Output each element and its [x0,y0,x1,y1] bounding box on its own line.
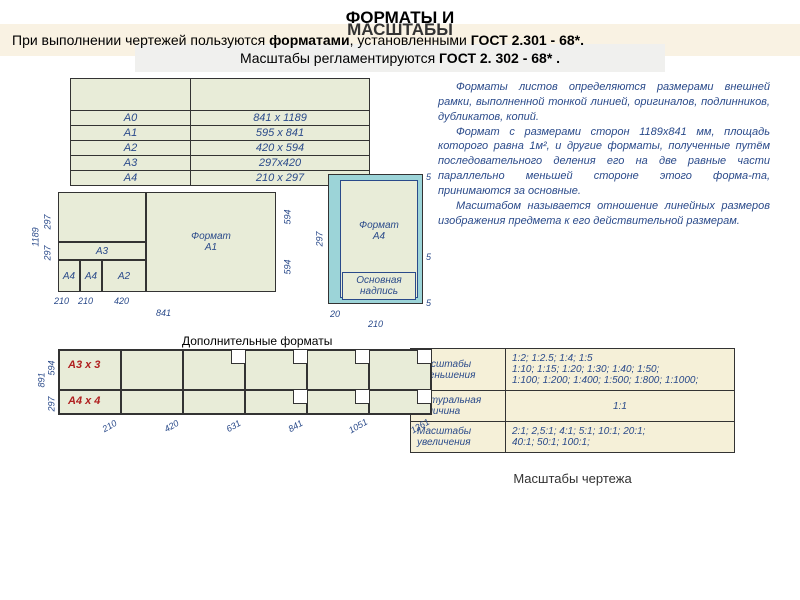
cell [71,79,191,111]
banner1-b1: форматами [269,32,350,48]
cell: 841 х 1189 [191,111,370,126]
right-column: Форматы листов определяются размерами вн… [430,78,780,329]
cell: 1:1 [506,391,735,422]
cell: А3 [71,156,191,171]
addcell [369,350,431,390]
fold-icon [231,350,245,364]
dim-841: 841 [156,308,171,318]
add-dim-594: 594 [47,360,57,375]
fold-icon [417,390,431,404]
banner1-b2: ГОСТ 2.301 - 68*. [471,32,584,48]
banner2-pre: Масштабы регламентируются [240,50,439,66]
addcell [121,390,183,414]
add-dim-841: 841 [287,418,305,434]
add-dim-891: 891 [37,372,47,387]
addfmt-row1 [59,350,431,390]
cell: А1 [71,126,191,141]
desc-p2: Формат с размерами сторон 1189х841 мм, п… [438,125,770,199]
addcell [183,390,245,414]
left-column: А0841 х 1189 А1595 х 841 А2420 х 594 А32… [20,78,430,329]
a4-label-format: Формат А4 [340,220,418,242]
scale-table: Масштабы уменьшения1:2; 1:2.5; 1:4; 1:5 … [410,348,735,453]
diag-a4a: А4 [58,260,80,292]
fold-icon [417,350,431,364]
fold-icon [355,350,369,364]
cell: 2:1; 2,5:1; 4:1; 5:1; 10:1; 20:1; 40:1; … [506,422,735,453]
addcell [121,350,183,390]
addcell [245,350,307,390]
layout-diagram: Формат А1 А3 А2 А4 А4 1189 297 297 594 5… [58,192,318,332]
diag-a4b: А4 [80,260,102,292]
a4-dim-5c: 5 [426,298,431,308]
cell: 595 х 841 [191,126,370,141]
a4-dim-5a: 5 [426,172,431,182]
add-dim-210: 210 [101,418,119,434]
label-a4x4: А4 х 4 [68,395,100,407]
table-row: А0841 х 1189 [71,111,370,126]
table-row: Масштабы уменьшения1:2; 1:2.5; 1:4; 1:5 … [411,349,735,391]
table-row: А1595 х 841 [71,126,370,141]
a4-diagram: Формат А4 Основная надпись 297 20 210 5 … [310,174,425,329]
cell: 420 х 594 [191,141,370,156]
addcell [307,390,369,414]
formats-table: А0841 х 1189 А1595 х 841 А2420 х 594 А32… [70,78,370,186]
addcell [245,390,307,414]
diag-a1: Формат А1 [146,192,276,292]
addfmt-row2 [59,390,431,414]
description-text: Форматы листов определяются размерами вн… [438,78,780,228]
fold-icon [293,390,307,404]
main-row: А0841 х 1189 А1595 х 841 А2420 х 594 А32… [0,72,800,329]
dim-1189: 1189 [31,227,41,246]
additional-formats: Дополнительные форматы А3 х 3 А4 х 4 891… [30,337,445,467]
addfmt-title: Дополнительные форматы [182,334,332,348]
addcell [307,350,369,390]
scale-title: Масштабы чертежа [410,471,735,486]
diag-top-blank [58,192,146,242]
add-dim-631: 631 [225,418,243,434]
dim-594a: 594 [283,209,293,224]
cell: А2 [71,141,191,156]
dim-297a: 297 [43,214,53,229]
add-dim-420: 420 [163,418,181,434]
dim-594b: 594 [283,259,293,274]
addcell [369,390,431,414]
addcell [183,350,245,390]
dim-297b: 297 [43,245,53,260]
cell [191,79,370,111]
dim-210a: 210 [54,296,69,306]
dim-420: 420 [114,296,129,306]
diag-a3: А3 [58,242,146,260]
fold-icon [355,390,369,404]
a4-dim-20: 20 [330,309,340,319]
a4-label-osn: Основная надпись [342,272,416,300]
addfmt-grid [58,349,432,415]
diag-a2: А2 [102,260,146,292]
banner1-text: При выполнении чертежей пользуются [12,32,269,48]
banner-gost-2: Масштабы регламентируются ГОСТ 2. 302 - … [135,44,665,72]
table-row [71,79,370,111]
banner2-b: ГОСТ 2. 302 - 68* . [439,50,560,66]
table-row: Натуральная величина1:1 [411,391,735,422]
add-dim-1051: 1051 [347,417,369,436]
dim-210b: 210 [78,296,93,306]
a4-dim-5b: 5 [426,252,431,262]
cell: А4 [71,171,191,186]
table-row: А2420 х 594 [71,141,370,156]
desc-p3: Масштабом называется отношение линейных … [438,199,770,229]
fold-icon [293,350,307,364]
table-row: Масштабы увеличения2:1; 2,5:1; 4:1; 5:1;… [411,422,735,453]
table-row: А3297х420 [71,156,370,171]
add-dim-1261: 1261 [409,417,431,436]
a4-dim-297: 297 [315,231,325,246]
cell: 297х420 [191,156,370,171]
add-dim-297: 297 [47,396,57,411]
label-a3x3: А3 х 3 [68,359,100,371]
desc-p1: Форматы листов определяются размерами вн… [438,80,770,125]
cell: 1:2; 1:2.5; 1:4; 1:5 1:10; 1:15; 1:20; 1… [506,349,735,391]
cell: А0 [71,111,191,126]
a4-dim-210: 210 [368,319,383,329]
